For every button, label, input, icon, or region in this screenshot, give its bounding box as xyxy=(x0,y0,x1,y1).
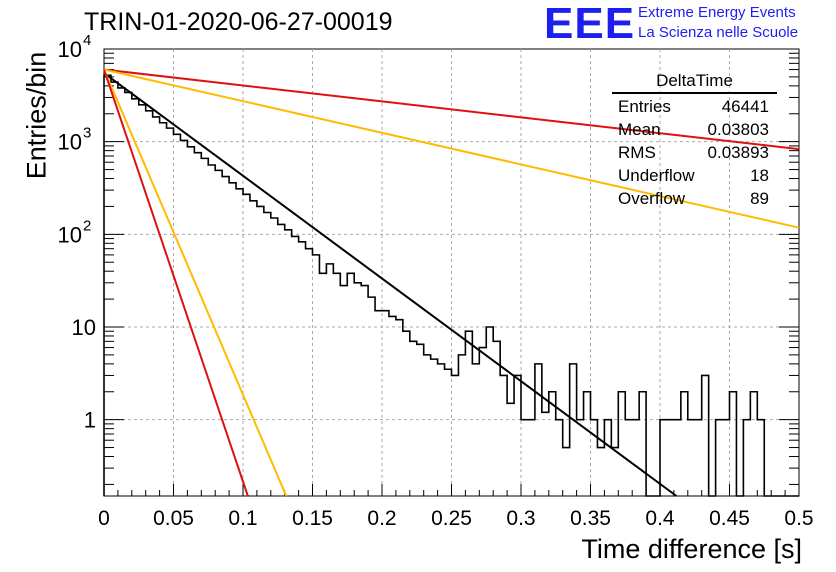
stats-label: Mean xyxy=(618,120,661,139)
stats-title: DeltaTime xyxy=(612,71,777,94)
logo-line-2: La Scienza nelle Scuole xyxy=(638,24,799,41)
y-tick-label: 10 xyxy=(58,37,82,62)
stats-label: Underflow xyxy=(618,166,695,185)
x-tick-label: 0.5 xyxy=(784,507,813,530)
stats-label: Entries xyxy=(618,97,671,116)
y-tick-label: 1 xyxy=(84,408,96,433)
x-tick-label: 0.1 xyxy=(228,507,257,530)
stats-row: Entries 46441 xyxy=(612,95,777,118)
chart-title: TRIN-01-2020-06-27-00019 xyxy=(84,8,393,36)
fit-line xyxy=(103,72,678,497)
histogram xyxy=(103,74,799,497)
y-tick-label: 10 xyxy=(58,222,82,247)
stats-value: 89 xyxy=(750,189,769,208)
stats-value: 18 xyxy=(750,166,769,185)
stats-box: DeltaTime Entries 46441 Mean 0.03803 RMS 0.… xyxy=(612,71,777,210)
stats-value: 46441 xyxy=(721,97,769,116)
x-tick-label: 0.2 xyxy=(367,507,396,530)
tick-labels: 0 0.05 0.1 0.15 0.2 0.25 0.3 0.35 0.4 0.45 0.5 1 10 1… xyxy=(58,32,814,530)
y-tick-exponent: 4 xyxy=(83,32,91,49)
logo-line-1: Extreme Energy Events xyxy=(638,4,796,21)
y-tick-exponent: 2 xyxy=(83,217,91,234)
plot-area xyxy=(103,68,800,497)
stats-value: 0.03893 xyxy=(707,143,769,162)
stats-row: Overflow 89 xyxy=(612,187,777,210)
fit-line xyxy=(103,69,249,497)
y-tick-label: 10 xyxy=(58,130,82,155)
fit-line xyxy=(103,68,800,229)
stats-row: Mean 0.03803 xyxy=(612,118,777,141)
y-axis-label: Entries/bin xyxy=(21,51,52,180)
y-tick-label: 10 xyxy=(72,315,96,340)
x-tick-label: 0.25 xyxy=(431,507,472,530)
x-tick-label: 0.45 xyxy=(709,507,750,530)
x-tick-label: 0.05 xyxy=(153,507,194,530)
x-tick-label: 0.15 xyxy=(292,507,333,530)
stats-label: Overflow xyxy=(618,189,686,208)
stats-row: Underflow 18 xyxy=(612,164,777,187)
stats-label: RMS xyxy=(618,143,656,162)
x-tick-label: 0.4 xyxy=(645,507,675,530)
fit-line xyxy=(103,68,800,151)
x-axis-label: Time difference [s] xyxy=(581,534,802,564)
eee-logo: EEE xyxy=(544,0,636,48)
y-tick-exponent: 3 xyxy=(83,125,91,142)
x-tick-label: 0 xyxy=(98,507,110,530)
x-tick-label: 0.3 xyxy=(506,507,535,530)
grid xyxy=(104,49,799,496)
stats-row: RMS 0.03893 xyxy=(612,141,777,164)
stats-value: 0.03803 xyxy=(707,120,769,139)
fit-line xyxy=(103,69,288,497)
x-tick-label: 0.35 xyxy=(570,507,611,530)
